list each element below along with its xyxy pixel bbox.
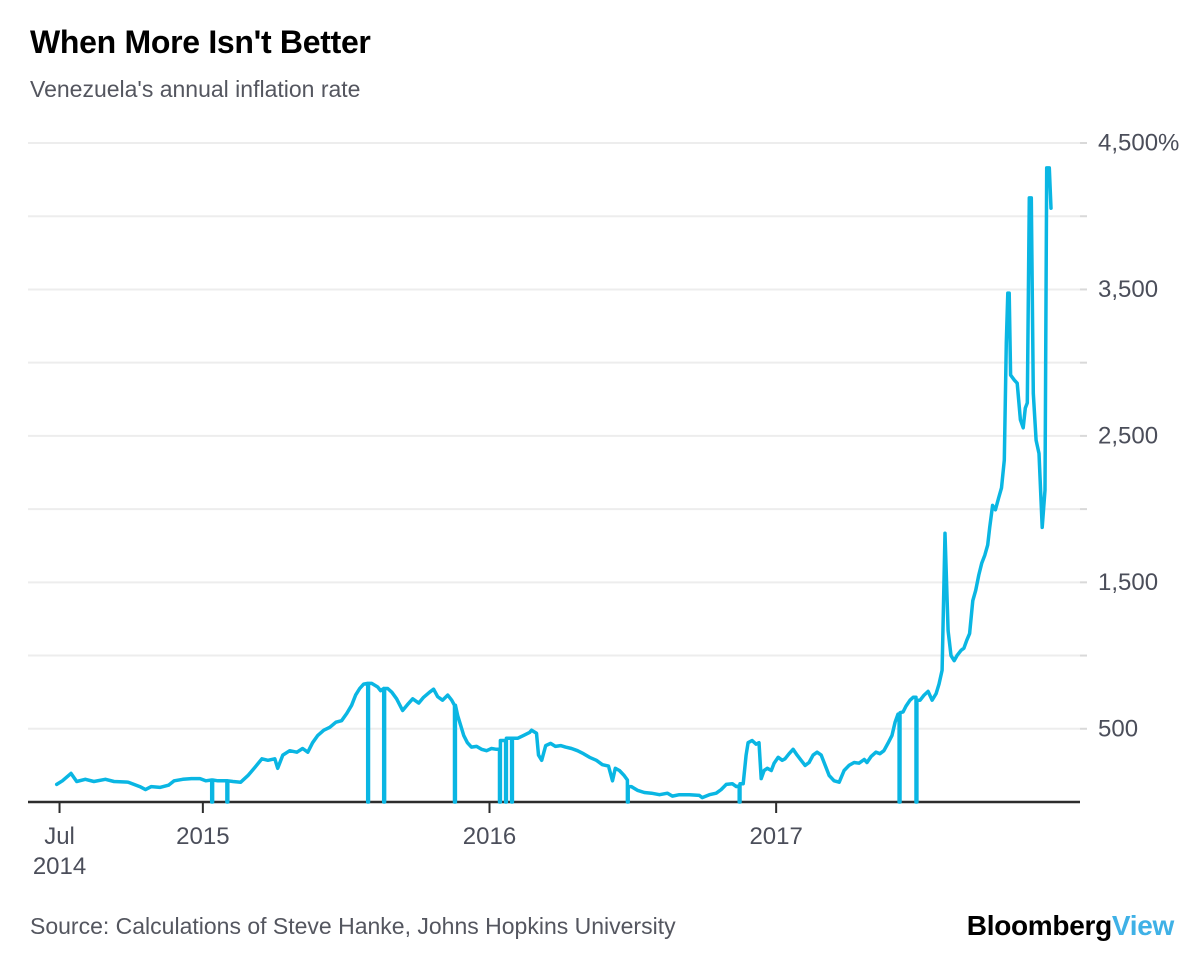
bloomberg-wordmark: Bloomberg (966, 910, 1112, 941)
y-axis-label: 2,500 (1098, 422, 1158, 449)
y-axis-label: 500 (1098, 715, 1138, 742)
bloomberg-view-logo: BloombergView (966, 910, 1175, 942)
y-axis-label: 4,500% (1098, 130, 1179, 157)
x-axis-label: Jul (44, 823, 75, 850)
x-axis-label: 2017 (749, 823, 802, 850)
page-subtitle: Venezuela's annual inflation rate (30, 76, 361, 102)
inflation-line (54, 166, 1053, 804)
x-axis-label: 2016 (463, 823, 516, 850)
x-axis-label: 2015 (176, 823, 229, 850)
source-note: Source: Calculations of Steve Hanke, Joh… (30, 913, 676, 939)
x-axis-sublabel: 2014 (33, 853, 86, 880)
page-title: When More Isn't Better (30, 24, 371, 60)
view-wordmark: View (1111, 910, 1174, 941)
y-axis-label: 1,500 (1098, 569, 1158, 596)
y-axis-label: 3,500 (1098, 276, 1158, 303)
